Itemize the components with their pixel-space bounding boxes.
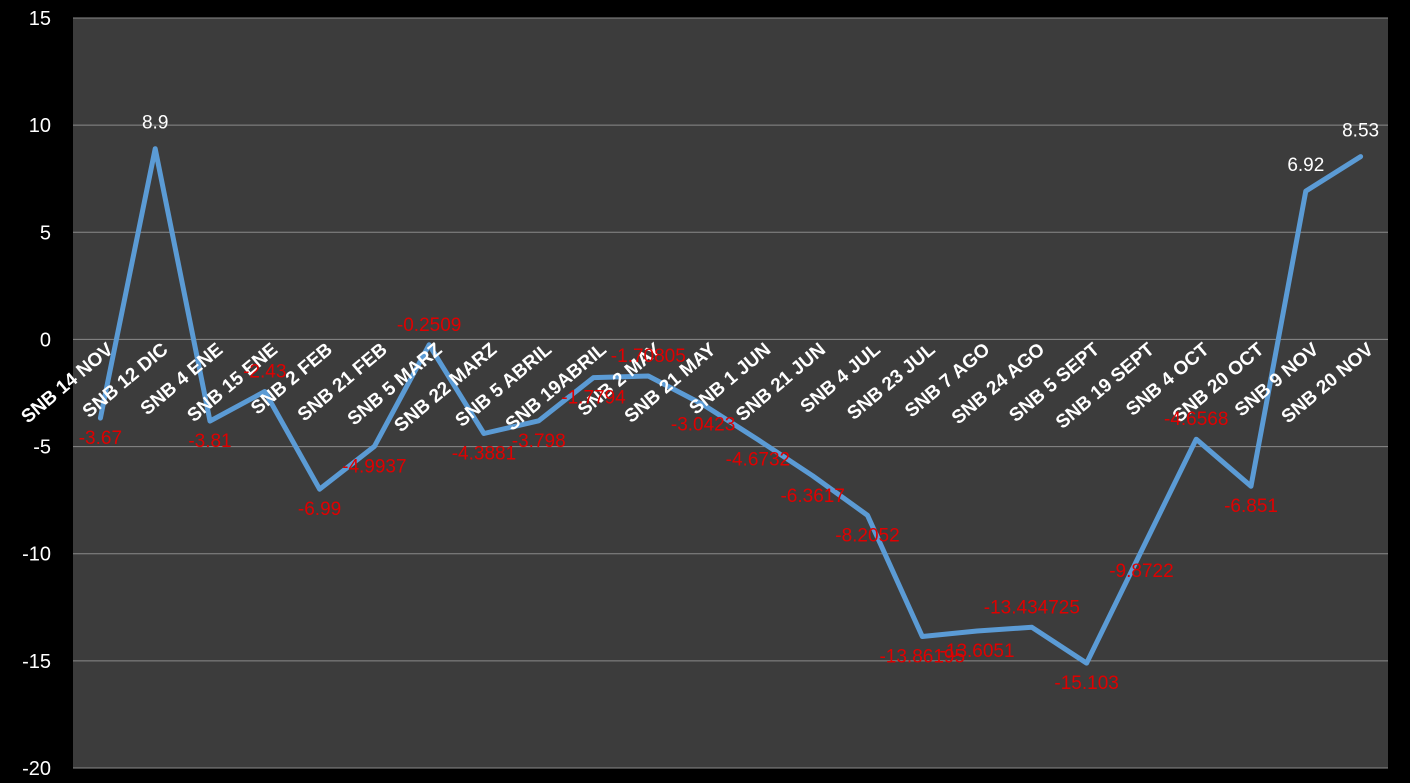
data-label: -1.70805: [611, 346, 686, 367]
data-label: -8.2052: [835, 525, 899, 546]
y-tick-label: -5: [33, 437, 51, 459]
gridlines: [73, 17, 1388, 769]
y-tick-label: -20: [22, 758, 51, 780]
y-tick-label: 10: [29, 115, 51, 137]
y-tick-label: 0: [40, 329, 51, 351]
data-label: -4.6568: [1164, 409, 1228, 430]
y-tick-label: -10: [22, 544, 51, 566]
plot-area: [73, 18, 1388, 768]
y-tick-label: 5: [40, 222, 51, 244]
data-label: -3.0423: [671, 415, 735, 436]
data-label: -15.103: [1054, 673, 1118, 694]
data-label: -3.81: [188, 431, 231, 452]
data-label: -13.6051: [940, 641, 1015, 662]
data-label: -4.9937: [342, 456, 406, 477]
data-label: -1.7794: [561, 388, 626, 409]
y-tick-label: -15: [22, 651, 51, 673]
data-label: -13.434725: [984, 597, 1080, 618]
data-label: -4.6732: [726, 450, 790, 471]
data-label: -6.3617: [780, 486, 844, 507]
data-label: -0.2509: [397, 315, 461, 336]
data-label: 8.53: [1342, 121, 1379, 142]
data-label: -13.86195: [879, 646, 965, 667]
data-label: 6.92: [1287, 155, 1324, 176]
y-axis: 15 10 5 0 -5 -10 -15 -20: [22, 8, 51, 780]
data-label: -6.851: [1224, 496, 1278, 517]
data-label: -3.67: [79, 428, 122, 449]
series-line: [97, 146, 1364, 666]
data-label: 8.9: [142, 113, 168, 134]
data-label: -4.3881: [452, 443, 516, 464]
data-label: -6.99: [298, 499, 341, 520]
data-labels: -3.67 8.9 -3.81 -2.43 -6.99 -4.9937 -0.2509 -4.…: [79, 113, 1379, 694]
data-label: -3.798: [512, 431, 566, 452]
data-label: -9.8722: [1109, 561, 1173, 582]
data-label: -2.43: [243, 362, 286, 383]
y-tick-label: 15: [29, 8, 51, 30]
